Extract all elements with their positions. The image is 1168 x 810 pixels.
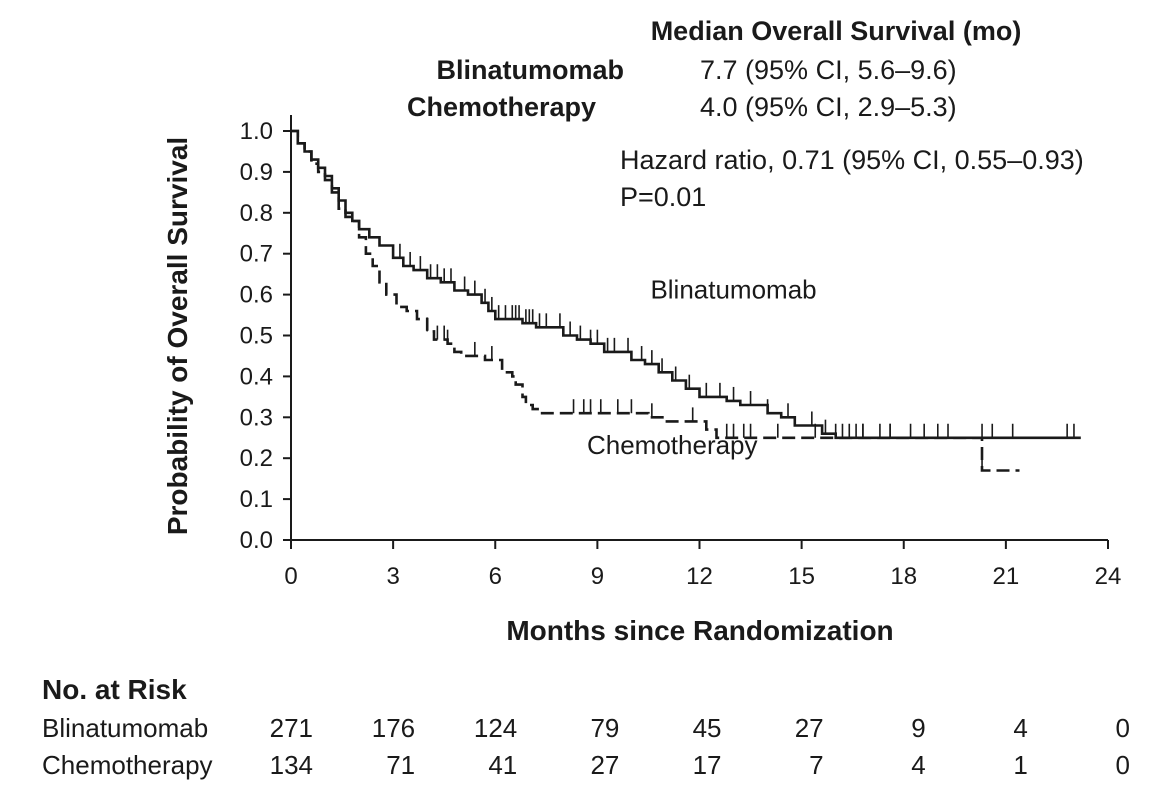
risk-value-blinatumomab: 176 bbox=[372, 713, 415, 743]
risk-value-blinatumomab: 271 bbox=[270, 713, 313, 743]
header-row-label-chemotherapy: Chemotherapy bbox=[407, 92, 596, 122]
y-tick-label: 0.8 bbox=[240, 200, 273, 227]
y-tick-label: 0.2 bbox=[240, 445, 273, 472]
series-labels: Blinatumomab Chemotherapy bbox=[587, 275, 817, 460]
censor-marks bbox=[399, 243, 1075, 471]
risk-row-label-chemotherapy: Chemotherapy bbox=[42, 750, 213, 780]
series-label-blinatumomab: Blinatumomab bbox=[650, 275, 816, 305]
x-tick-label: 9 bbox=[591, 563, 604, 590]
y-tick-label: 0.0 bbox=[240, 527, 273, 554]
risk-value-chemotherapy: 1 bbox=[1013, 750, 1027, 780]
risk-value-chemotherapy: 41 bbox=[488, 750, 517, 780]
risk-value-chemotherapy: 71 bbox=[386, 750, 415, 780]
risk-value-blinatumomab: 0 bbox=[1116, 713, 1130, 743]
risk-value-chemotherapy: 27 bbox=[590, 750, 619, 780]
risk-value-blinatumomab: 124 bbox=[474, 713, 517, 743]
y-tick-label: 1.0 bbox=[240, 118, 273, 145]
risk-value-blinatumomab: 27 bbox=[795, 713, 824, 743]
risk-value-chemotherapy: 17 bbox=[693, 750, 722, 780]
risk-table-title: No. at Risk bbox=[42, 674, 187, 705]
series-layer bbox=[291, 129, 1081, 472]
x-tick-label: 21 bbox=[993, 563, 1020, 590]
p-value-text: P=0.01 bbox=[620, 182, 706, 212]
median-survival-title: Median Overall Survival (mo) bbox=[651, 16, 1022, 46]
y-tick-label: 0.4 bbox=[240, 363, 273, 390]
x-ticks: 0 3 6 9 12 15 18 21 24 bbox=[284, 540, 1121, 590]
y-tick-label: 0.7 bbox=[240, 241, 273, 268]
series-line-chemotherapy bbox=[291, 129, 1020, 472]
y-tick-label: 0.6 bbox=[240, 282, 273, 309]
x-tick-label: 12 bbox=[686, 563, 713, 590]
risk-table: No. at Risk Blinatumomab Chemotherapy 27… bbox=[42, 674, 1130, 780]
risk-value-chemotherapy: 0 bbox=[1116, 750, 1130, 780]
axes bbox=[290, 115, 1108, 541]
risk-value-blinatumomab: 45 bbox=[693, 713, 722, 743]
risk-value-blinatumomab: 9 bbox=[911, 713, 925, 743]
y-tick-label: 0.9 bbox=[240, 159, 273, 186]
x-tick-label: 6 bbox=[489, 563, 502, 590]
x-tick-label: 18 bbox=[890, 563, 917, 590]
x-tick-label: 0 bbox=[284, 563, 297, 590]
y-tick-label: 0.1 bbox=[240, 486, 273, 513]
x-axis-title: Months since Randomization bbox=[506, 615, 893, 646]
series-line-blinatumomab bbox=[291, 129, 1081, 440]
y-ticks: 0.0 0.1 0.2 0.3 0.4 0.5 0.6 0.7 0.8 0.9 1.0 bbox=[240, 118, 291, 554]
risk-value-chemotherapy: 4 bbox=[911, 750, 925, 780]
x-tick-label: 3 bbox=[386, 563, 399, 590]
header-row-label-blinatumomab: Blinatumomab bbox=[436, 55, 624, 85]
y-axis-title: Probability of Overall Survival bbox=[162, 137, 193, 535]
header-row-value-blinatumomab: 7.7 (95% CI, 5.6–9.6) bbox=[700, 55, 957, 85]
y-tick-label: 0.5 bbox=[240, 323, 273, 350]
series-label-chemotherapy: Chemotherapy bbox=[587, 430, 758, 460]
y-tick-label: 0.3 bbox=[240, 404, 273, 431]
x-tick-label: 24 bbox=[1095, 563, 1122, 590]
hazard-ratio-text: Hazard ratio, 0.71 (95% CI, 0.55–0.93) bbox=[620, 145, 1084, 175]
risk-value-chemotherapy: 7 bbox=[809, 750, 823, 780]
risk-row-label-blinatumomab: Blinatumomab bbox=[42, 713, 208, 743]
header-row-value-chemotherapy: 4.0 (95% CI, 2.9–5.3) bbox=[700, 92, 957, 122]
risk-value-blinatumomab: 79 bbox=[590, 713, 619, 743]
risk-value-chemotherapy: 134 bbox=[270, 750, 313, 780]
risk-value-blinatumomab: 4 bbox=[1013, 713, 1027, 743]
median-survival-header: Median Overall Survival (mo) Blinatumoma… bbox=[407, 16, 1084, 212]
x-tick-label: 15 bbox=[788, 563, 815, 590]
